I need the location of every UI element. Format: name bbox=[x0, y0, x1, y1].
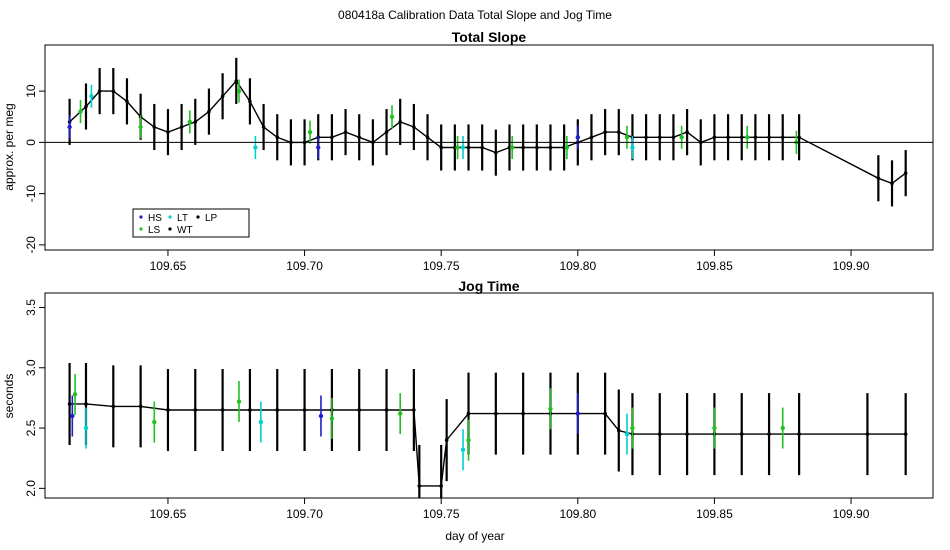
total-slope-ls-point bbox=[510, 145, 515, 150]
jog-time-data-layer bbox=[67, 362, 908, 498]
jog-time-ls-point bbox=[712, 425, 717, 431]
jog-time-x-tick-label: 109.70 bbox=[286, 507, 323, 521]
jog-time-ls-point bbox=[630, 425, 635, 431]
legend-marker-ls bbox=[139, 227, 143, 231]
total-slope-lt-point bbox=[460, 145, 466, 150]
total-slope-ls-point bbox=[389, 114, 395, 119]
jog-time-lt-point bbox=[83, 425, 89, 431]
total-slope-x-tick-label: 109.65 bbox=[150, 259, 187, 273]
legend-label-lp: LP bbox=[205, 213, 218, 224]
total-slope-ls-point bbox=[679, 135, 684, 140]
total-slope-y-tick-label: -10 bbox=[24, 185, 38, 203]
total-slope-y-tick-label: 0 bbox=[24, 139, 38, 146]
jog-time-ls-point bbox=[398, 411, 403, 416]
jog-time-series-hs bbox=[70, 393, 580, 437]
jog-time-hs-point bbox=[575, 411, 580, 416]
total-slope-ls-point bbox=[455, 145, 460, 150]
total-slope-hs-point bbox=[316, 145, 321, 150]
total-slope-series-hs bbox=[67, 115, 580, 160]
total-slope-ls-point bbox=[78, 109, 83, 114]
total-slope-x-tick-label: 109.85 bbox=[696, 259, 733, 273]
jog-time-hs-point bbox=[70, 413, 75, 419]
total-slope-ls-point bbox=[745, 135, 750, 140]
y-axis-label-total-slope: approx. per meg bbox=[2, 103, 16, 190]
total-slope-hs-point bbox=[67, 124, 72, 130]
total-slope-ls-point bbox=[307, 129, 313, 135]
jog-time-wt-line bbox=[69, 403, 906, 487]
jog-time-x-tick-label: 109.75 bbox=[423, 507, 460, 521]
total-slope-series-ls bbox=[78, 79, 799, 160]
x-axis-label: day of year bbox=[445, 529, 504, 543]
legend-box bbox=[132, 208, 250, 238]
legend: HS LT LP LS WT bbox=[132, 208, 250, 238]
total-slope-ls-point bbox=[138, 124, 143, 130]
jog-time-y-tick-label: 3.0 bbox=[24, 359, 38, 376]
legend-marker-lt bbox=[168, 215, 172, 219]
legend-marker-hs bbox=[139, 215, 143, 219]
jog-time-ls-point bbox=[780, 425, 785, 431]
total-slope-axes: 109.65 109.70 109.75 109.80 109.85 109.90 -20 -… bbox=[24, 84, 933, 273]
total-slope-hs-point bbox=[575, 135, 580, 140]
jog-time-x-tick-label: 109.85 bbox=[696, 507, 733, 521]
jog-time-ls-point bbox=[548, 406, 553, 411]
jog-time-x-tick-label: 109.80 bbox=[559, 507, 596, 521]
jog-time-series-lt bbox=[83, 401, 630, 471]
total-slope-x-tick-label: 109.70 bbox=[286, 259, 323, 273]
figure-title: 080418a Calibration Data Total Slope and… bbox=[338, 8, 612, 22]
plot-frame-jog-time bbox=[44, 292, 934, 499]
jog-time-ls-point bbox=[72, 392, 78, 397]
total-slope-wt-line bbox=[69, 79, 907, 185]
total-slope-lt-point bbox=[630, 145, 635, 150]
legend-label-wt: WT bbox=[177, 225, 193, 236]
jog-time-y-tick-label: 2.5 bbox=[24, 419, 38, 436]
panel-title-total-slope: Total Slope bbox=[452, 29, 527, 45]
total-slope-ls-point bbox=[624, 135, 630, 140]
total-slope-lt-point bbox=[253, 145, 258, 150]
jog-time-ls-point bbox=[329, 416, 335, 421]
total-slope-lt-point bbox=[89, 94, 94, 99]
plot-frame-total-slope bbox=[44, 44, 934, 251]
legend-label-ls: LS bbox=[148, 225, 161, 236]
jog-time-axes: 109.65 109.70 109.75 109.80 109.85 109.90 2.0 2… bbox=[24, 299, 870, 521]
legend-marker-lp bbox=[196, 215, 200, 219]
total-slope-series-wt bbox=[67, 57, 908, 207]
total-slope-series-lt bbox=[89, 84, 635, 160]
jog-time-lt-point bbox=[460, 447, 466, 452]
legend-label-lt: LT bbox=[177, 213, 188, 224]
jog-time-x-tick-label: 109.65 bbox=[150, 507, 187, 521]
legend-label-hs: HS bbox=[148, 213, 162, 224]
jog-time-lt-point bbox=[258, 419, 264, 425]
total-slope-x-tick-label: 109.90 bbox=[833, 259, 870, 273]
total-slope-y-tick-label: 10 bbox=[24, 84, 38, 98]
total-slope-ls-point bbox=[236, 88, 242, 94]
total-slope-data-layer bbox=[67, 57, 908, 207]
panel-title-jog-time: Jog Time bbox=[458, 278, 519, 294]
jog-time-x-tick-label: 109.90 bbox=[833, 507, 870, 521]
total-slope-ls-point bbox=[564, 145, 570, 150]
legend-marker-wt bbox=[168, 227, 172, 231]
jog-time-wt-point bbox=[67, 402, 72, 406]
jog-time-ls-point bbox=[236, 399, 242, 404]
jog-time-hs-point bbox=[318, 413, 324, 419]
total-slope-y-tick-label: -20 bbox=[24, 236, 38, 254]
jog-time-ls-point bbox=[466, 437, 471, 443]
jog-time-ls-point bbox=[152, 419, 157, 425]
y-axis-label-jog-time: seconds bbox=[2, 374, 16, 419]
total-slope-ls-point bbox=[187, 119, 193, 125]
jog-time-y-tick-label: 3.5 bbox=[24, 299, 38, 316]
jog-time-series-ls bbox=[72, 373, 785, 461]
jog-time-lt-point bbox=[624, 431, 630, 437]
jog-time-series-wt bbox=[67, 362, 908, 498]
total-slope-x-tick-label: 109.80 bbox=[559, 259, 596, 273]
jog-time-y-tick-label: 2.0 bbox=[24, 480, 38, 497]
total-slope-x-tick-label: 109.75 bbox=[423, 259, 460, 273]
